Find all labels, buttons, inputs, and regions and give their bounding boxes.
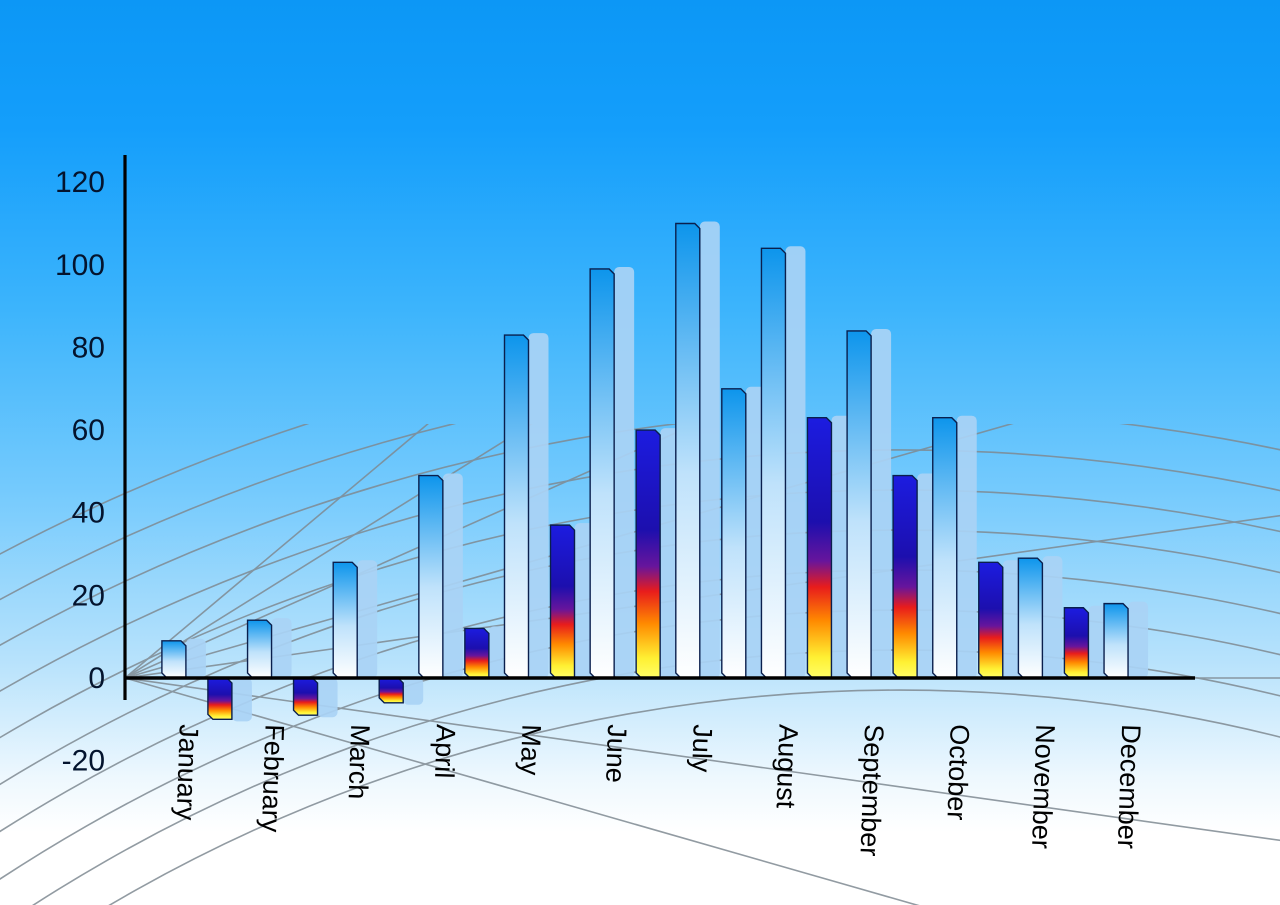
svg-text:December: December [1112,724,1146,850]
svg-text:July: July [686,724,718,774]
svg-text:April: April [429,724,461,779]
svg-text:100: 100 [55,249,105,282]
svg-text:60: 60 [72,414,105,447]
svg-text:40: 40 [72,497,105,530]
svg-text:March: March [343,724,376,800]
svg-text:20: 20 [72,579,105,612]
svg-text:February: February [256,724,290,834]
svg-text:80: 80 [72,332,105,365]
svg-text:June: June [600,724,632,784]
svg-text:October: October [941,724,974,821]
svg-text:120: 120 [55,166,105,199]
svg-text:September: September [854,724,889,857]
svg-text:-20: -20 [62,745,105,778]
svg-text:0: 0 [88,662,105,695]
svg-text:May: May [515,724,547,777]
svg-text:August: August [771,724,804,810]
svg-text:January: January [171,724,204,822]
svg-text:November: November [1026,724,1060,850]
